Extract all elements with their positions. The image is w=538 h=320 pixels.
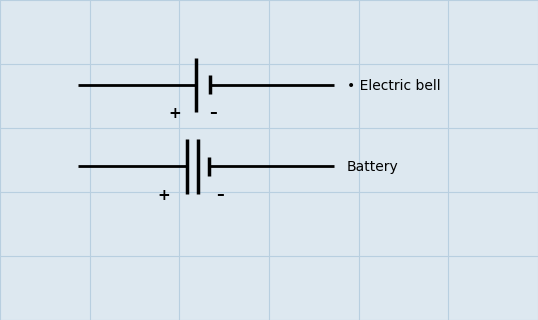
Text: Battery: Battery (347, 160, 399, 174)
Text: –: – (216, 187, 223, 202)
Text: +: + (168, 106, 181, 121)
Text: –: – (209, 105, 216, 120)
Text: +: + (158, 188, 171, 203)
Text: • Electric bell: • Electric bell (347, 79, 441, 93)
